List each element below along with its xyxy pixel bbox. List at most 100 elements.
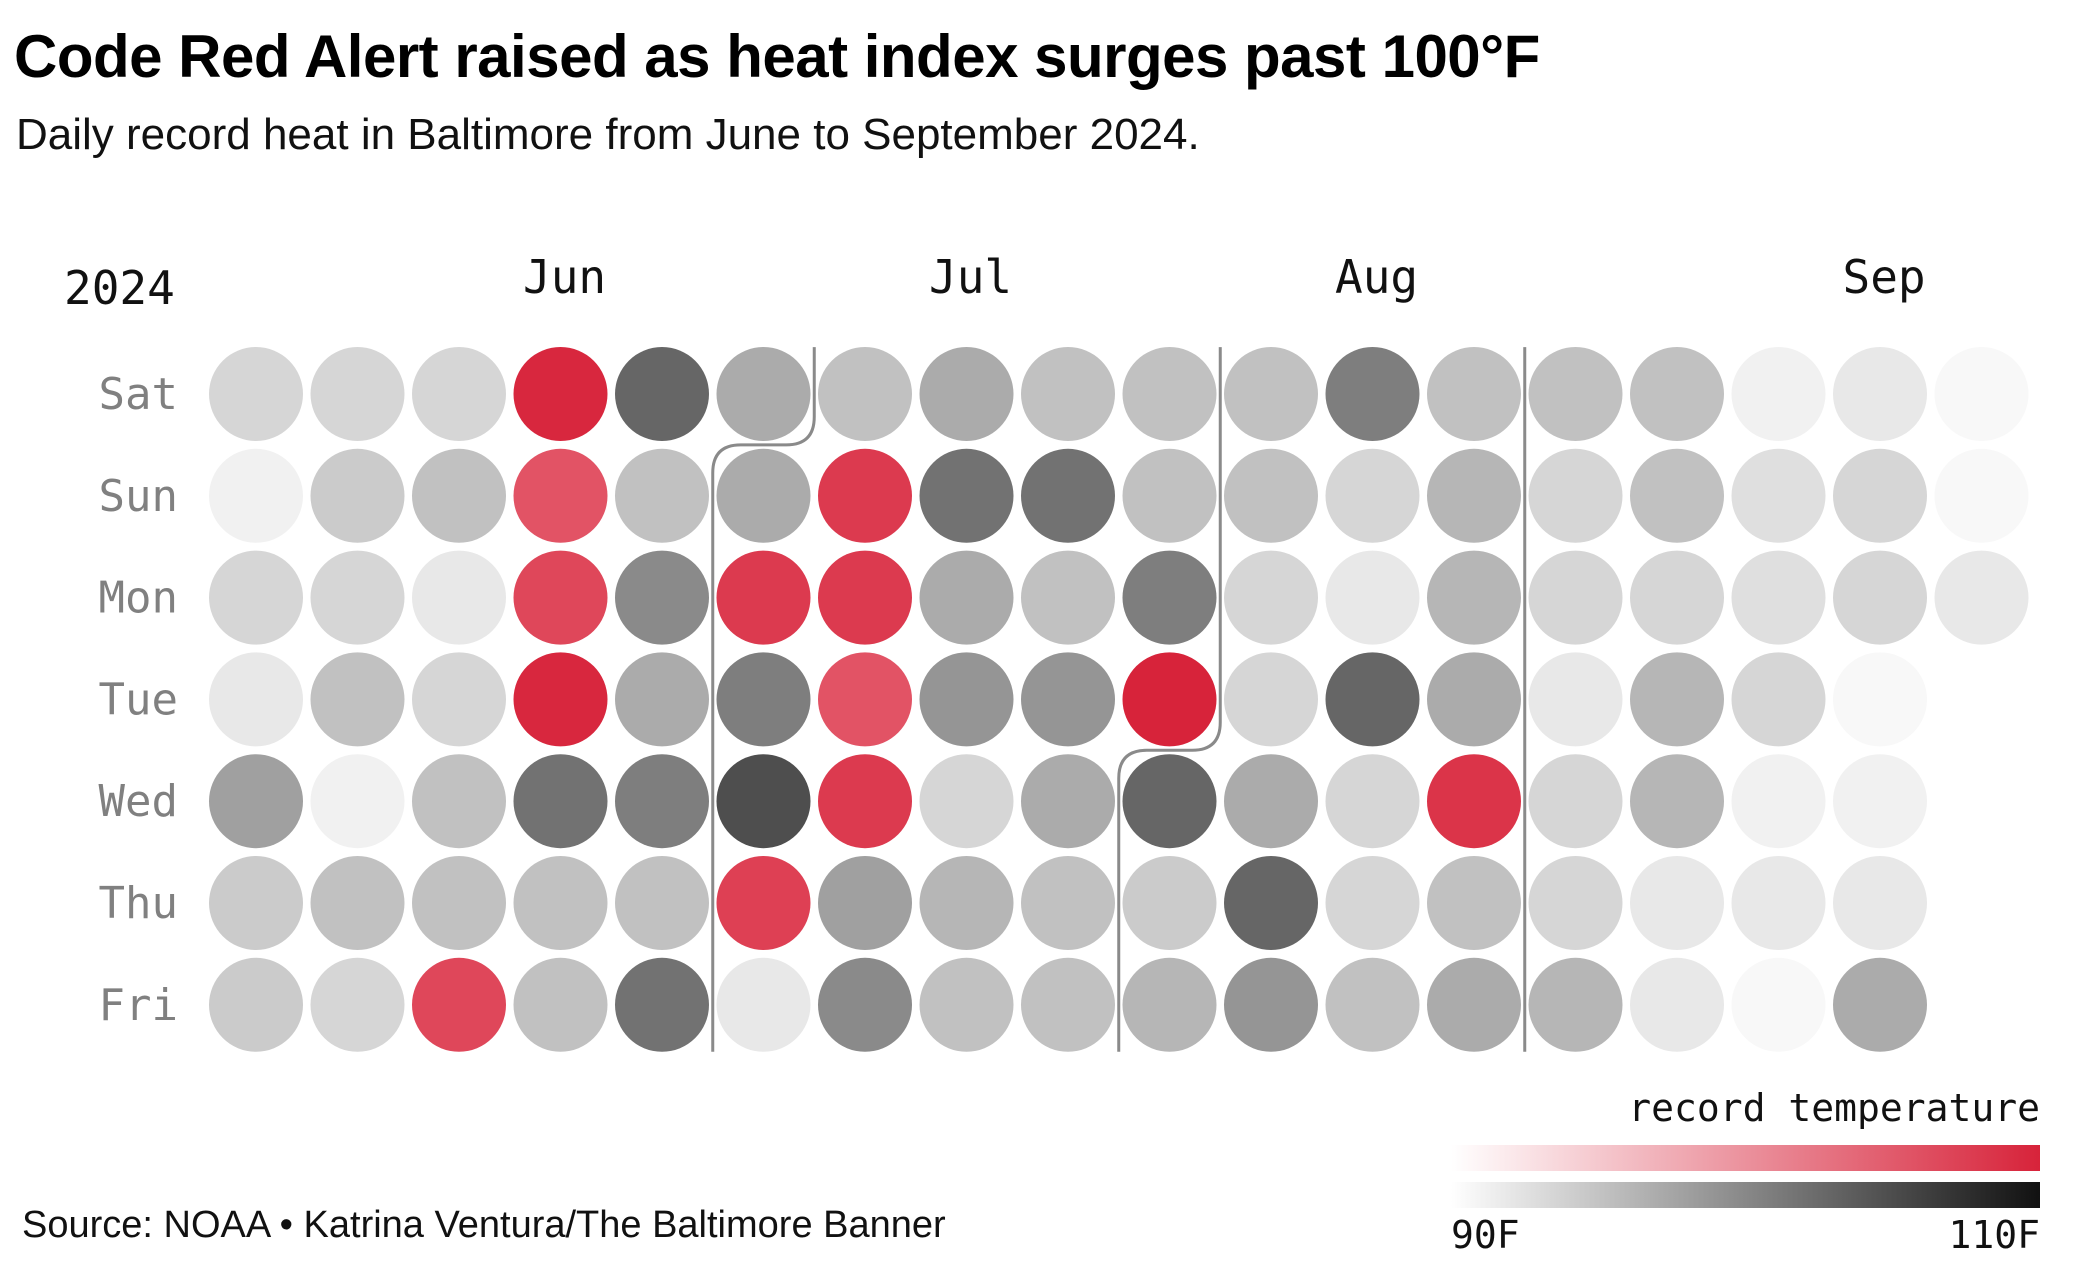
day-cell-fri-week-9	[1021, 957, 1115, 1052]
month-label-jun: Jun	[523, 250, 606, 304]
day-cell-sat-week-13	[1427, 347, 1521, 441]
month-boundary-2	[1117, 347, 1222, 1052]
chart-subtitle: Daily record heat in Baltimore from June…	[16, 110, 1200, 159]
weekday-label-sat: Sat	[99, 369, 178, 420]
day-cell-mon-week-16	[1731, 550, 1826, 645]
day-cell-sat-week-17	[1833, 347, 1927, 441]
day-cell-mon-week-18	[1934, 550, 2029, 645]
day-cell-sat-week-15	[1630, 347, 1724, 441]
day-cell-tue-week-16	[1731, 652, 1826, 747]
day-cell-mon-week-8	[919, 550, 1014, 645]
day-cell-fri-week-3	[412, 957, 506, 1052]
day-cell-fri-week-17	[1833, 957, 1927, 1052]
day-cell-sun-week-3	[412, 448, 506, 543]
month-labels: Jun Jul Aug Sep	[523, 250, 1926, 304]
day-cell-wed-week-1	[209, 754, 303, 849]
day-cell-sat-week-7	[818, 347, 912, 441]
day-cell-thu-week-4	[513, 856, 608, 950]
day-cell-tue-week-8	[919, 652, 1014, 747]
day-cell-tue-week-5	[615, 652, 709, 747]
day-cell-sun-week-13	[1427, 448, 1521, 543]
day-cell-thu-week-10	[1122, 856, 1217, 950]
day-cell-mon-week-9	[1021, 550, 1115, 645]
day-cell-fri-week-8	[919, 957, 1014, 1052]
day-cell-fri-week-12	[1325, 957, 1420, 1052]
day-cell-mon-week-6	[716, 550, 811, 645]
day-cell-tue-week-4	[513, 652, 608, 747]
month-boundary-1	[711, 347, 816, 1052]
day-cell-mon-week-7	[818, 550, 912, 645]
day-cell-fri-week-2	[310, 957, 405, 1052]
day-cell-sat-week-8	[919, 347, 1014, 441]
day-cell-sun-week-18	[1934, 448, 2029, 543]
weekday-labels: Sat Sun Mon Tue Wed Thu Fri	[99, 369, 178, 1031]
day-cell-sun-week-17	[1833, 448, 1927, 543]
day-cell-fri-week-10	[1122, 957, 1217, 1052]
day-cell-mon-week-11	[1224, 550, 1318, 645]
day-cell-wed-week-7	[818, 754, 912, 849]
day-cell-sat-week-10	[1122, 347, 1217, 441]
legend-temperature-gradient	[1451, 1182, 2040, 1208]
source-credit: Source: NOAA • Katrina Ventura/The Balti…	[22, 1204, 946, 1246]
color-legend: record temperature 90F 110F	[1451, 1086, 2040, 1257]
day-cell-thu-week-7	[818, 856, 912, 950]
day-cell-sat-week-11	[1224, 347, 1318, 441]
day-cell-fri-week-11	[1224, 957, 1318, 1052]
day-cell-wed-week-12	[1325, 754, 1420, 849]
day-cell-sun-week-6	[716, 448, 811, 543]
day-cell-mon-week-10	[1122, 550, 1217, 645]
day-cell-sun-week-10	[1122, 448, 1217, 543]
chart-title: Code Red Alert raised as heat index surg…	[14, 23, 1540, 90]
day-cell-sat-week-1	[209, 347, 303, 441]
day-cell-tue-week-15	[1630, 652, 1724, 747]
day-cell-sun-week-14	[1528, 448, 1623, 543]
day-cells	[209, 347, 2029, 1052]
day-cell-sun-week-1	[209, 448, 303, 543]
day-cell-wed-week-15	[1630, 754, 1724, 849]
month-boundaries	[711, 347, 1527, 1052]
day-cell-sun-week-7	[818, 448, 912, 543]
day-cell-sat-week-9	[1021, 347, 1115, 441]
legend-record-gradient	[1451, 1145, 2040, 1171]
day-cell-fri-week-13	[1427, 957, 1521, 1052]
day-cell-mon-week-17	[1833, 550, 1927, 645]
day-cell-sun-week-9	[1021, 448, 1115, 543]
day-cell-sun-week-11	[1224, 448, 1318, 543]
day-cell-wed-week-10	[1122, 754, 1217, 849]
day-cell-thu-week-1	[209, 856, 303, 950]
day-cell-sun-week-5	[615, 448, 709, 543]
day-cell-fri-week-1	[209, 957, 303, 1052]
day-cell-mon-week-2	[310, 550, 405, 645]
day-cell-tue-week-13	[1427, 652, 1521, 747]
day-cell-thu-week-14	[1528, 856, 1623, 950]
day-cell-mon-week-15	[1630, 550, 1724, 645]
legend-min-label: 90F	[1451, 1213, 1520, 1257]
weekday-label-thu: Thu	[99, 878, 178, 929]
day-cell-sat-week-6	[716, 347, 811, 441]
day-cell-sun-week-16	[1731, 448, 1826, 543]
weekday-label-sun: Sun	[99, 471, 178, 522]
day-cell-wed-week-6	[716, 754, 811, 849]
day-cell-sat-week-16	[1731, 347, 1826, 441]
day-cell-thu-week-8	[919, 856, 1014, 950]
day-cell-wed-week-3	[412, 754, 506, 849]
day-cell-wed-week-13	[1427, 754, 1521, 849]
weekday-label-mon: Mon	[99, 573, 178, 624]
day-cell-thu-week-5	[615, 856, 709, 950]
legend-max-label: 110F	[1948, 1213, 2040, 1257]
day-cell-wed-week-11	[1224, 754, 1318, 849]
day-cell-tue-week-7	[818, 652, 912, 747]
day-cell-wed-week-14	[1528, 754, 1623, 849]
month-label-aug: Aug	[1335, 250, 1418, 304]
day-cell-mon-week-1	[209, 550, 303, 645]
day-cell-sat-week-12	[1325, 347, 1420, 441]
day-cell-sat-week-14	[1528, 347, 1623, 441]
day-cell-fri-week-7	[818, 957, 912, 1052]
day-cell-fri-week-5	[615, 957, 709, 1052]
day-cell-fri-week-16	[1731, 957, 1826, 1052]
legend-title: record temperature	[1628, 1086, 2040, 1130]
day-cell-wed-week-17	[1833, 754, 1927, 849]
day-cell-thu-week-11	[1224, 856, 1318, 950]
